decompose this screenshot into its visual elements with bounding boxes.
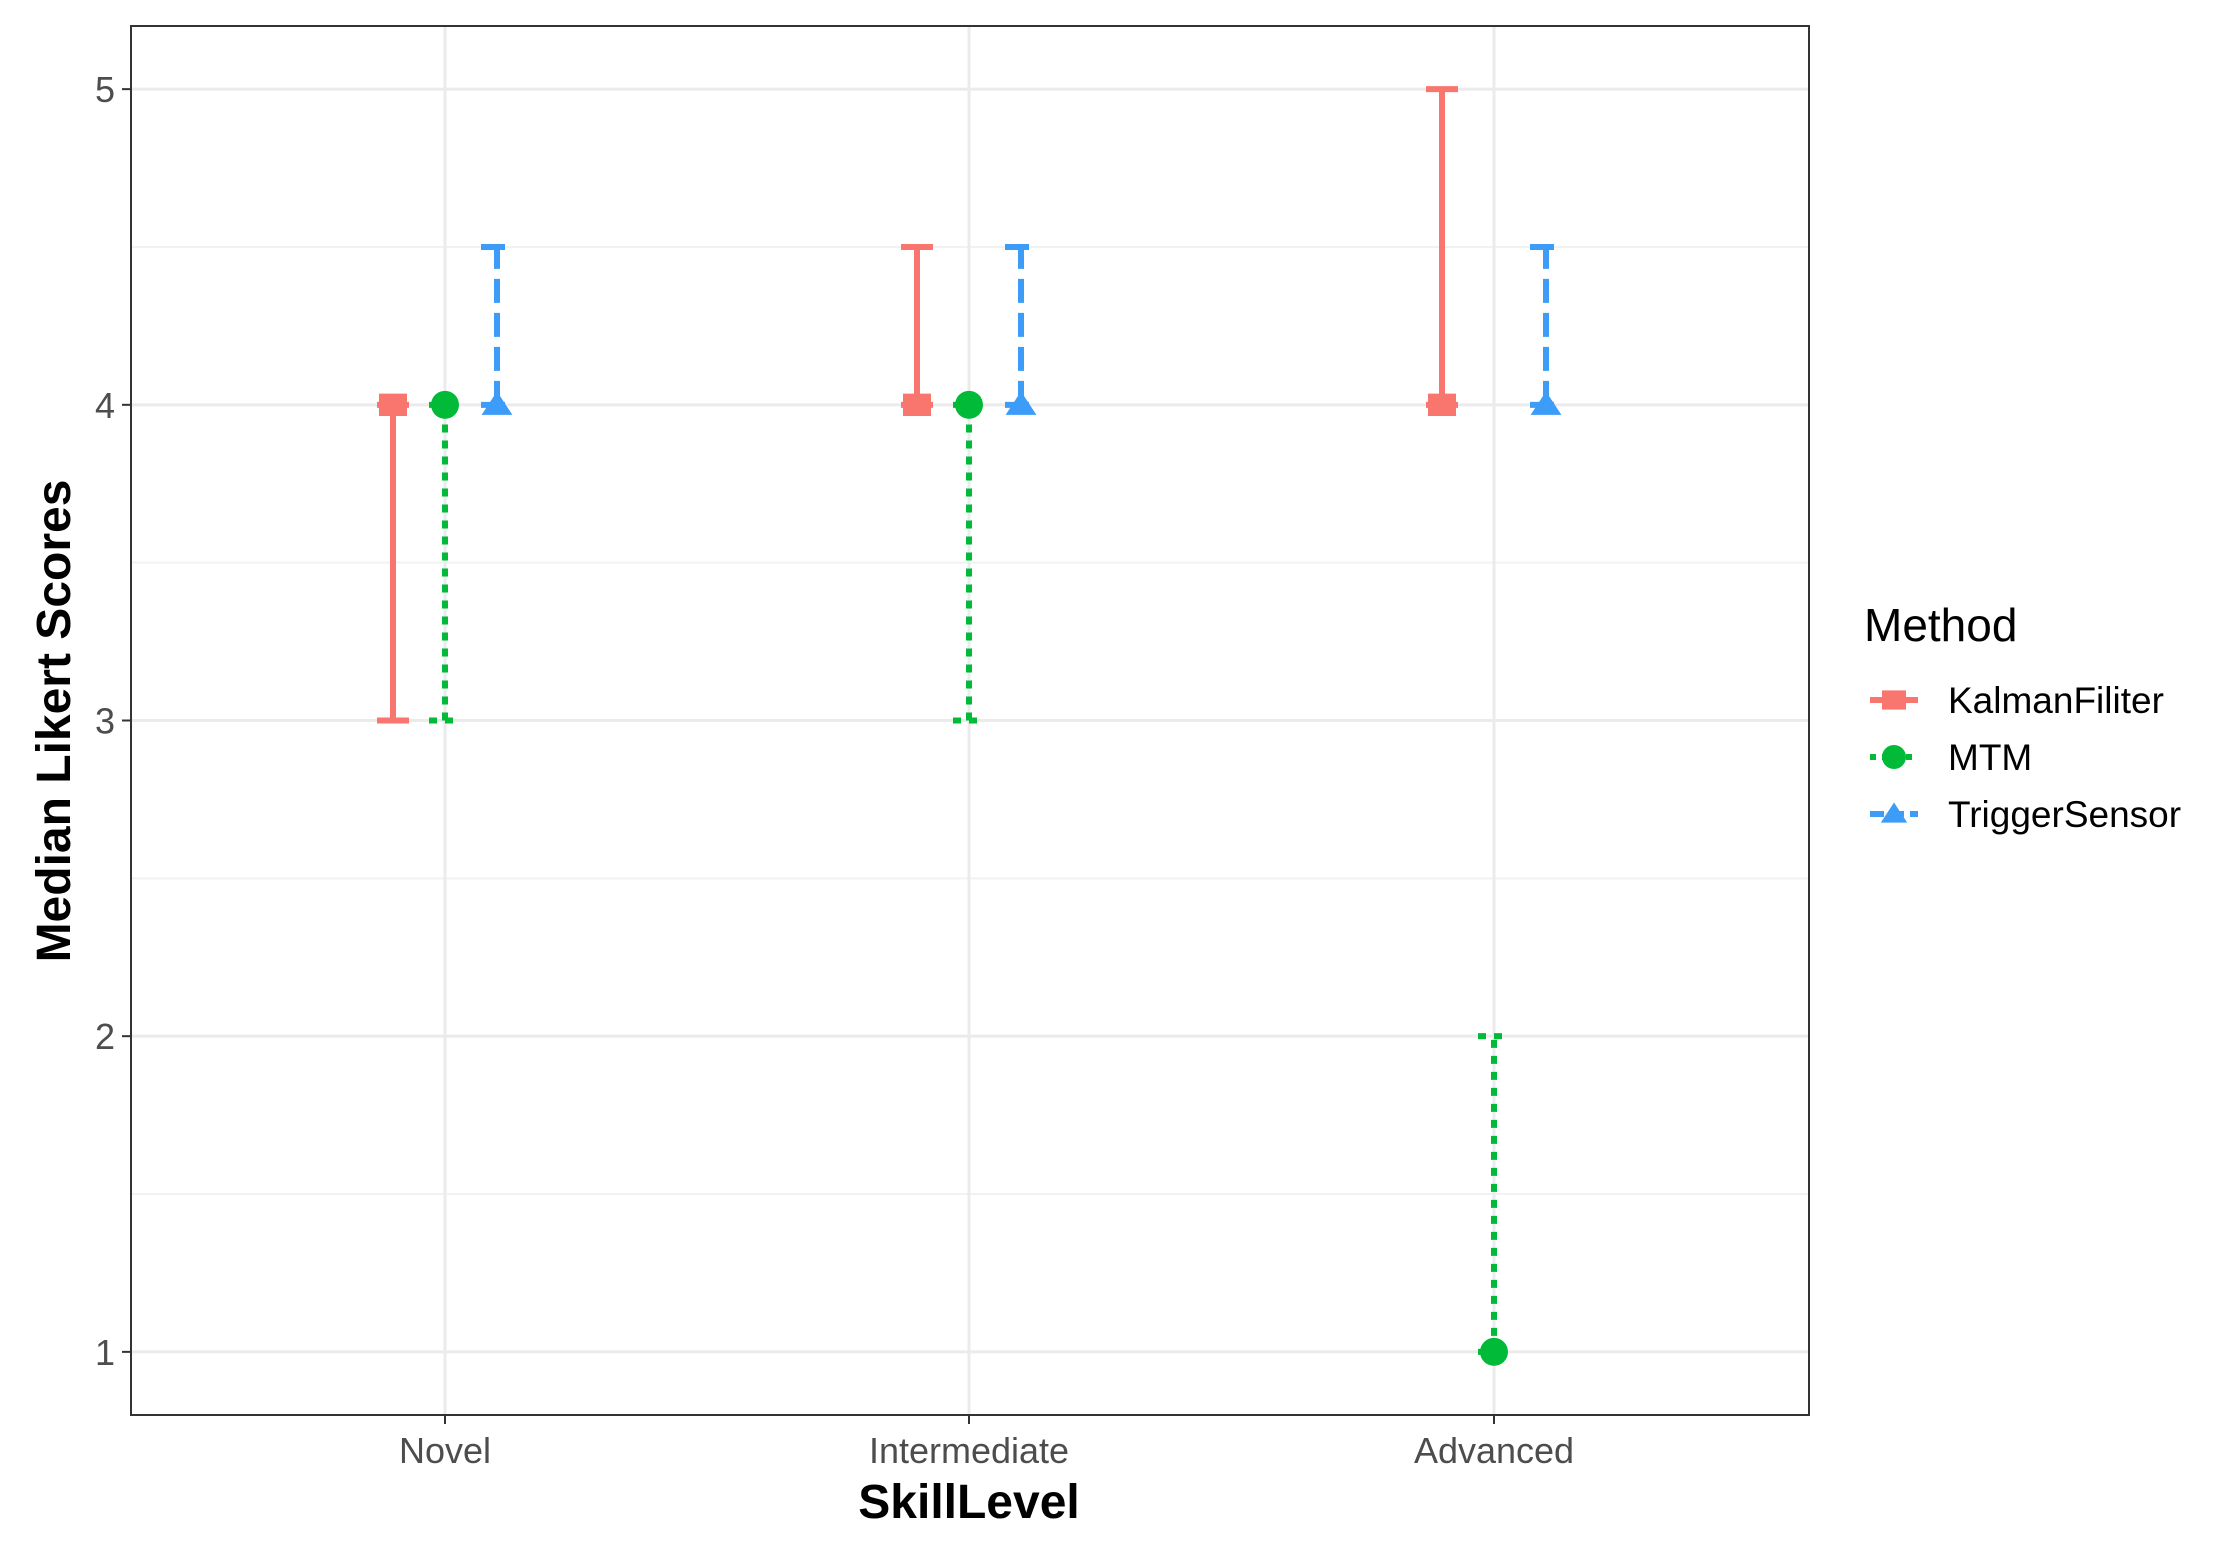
- legend: Method KalmanFiliter MTM TriggerSensor: [1864, 599, 2181, 835]
- y-tick-label: 1: [95, 1332, 115, 1373]
- x-axis-title: SkillLevel: [858, 1476, 1079, 1529]
- legend-key-marker: [1882, 745, 1906, 769]
- point-triggersensor-advanced: [1530, 391, 1562, 415]
- series-mtm: [429, 390, 1510, 1366]
- legend-item-mtm: MTM: [1870, 737, 2032, 778]
- y-tick-label: 5: [95, 69, 115, 110]
- plot-data: [377, 86, 1562, 1366]
- x-tick-label: Novel: [399, 1430, 491, 1471]
- point-mtm-intermediate: [955, 390, 983, 419]
- axes: 1 2 3 4 5 Novel Intermediate Advanced: [95, 69, 1574, 1471]
- y-axis-title: Median Likert Scores: [28, 480, 81, 963]
- y-tick-label: 4: [95, 385, 115, 426]
- legend-label: TriggerSensor: [1948, 794, 2181, 835]
- point-mtm-novel: [431, 390, 459, 419]
- legend-key-marker: [1880, 802, 1908, 823]
- point-triggersensor-novel: [481, 391, 513, 415]
- x-tick-label: Advanced: [1414, 1430, 1574, 1471]
- legend-item-triggersensor: TriggerSensor: [1870, 794, 2181, 835]
- point-mtm-advanced: [1480, 1337, 1508, 1366]
- legend-label: MTM: [1948, 737, 2032, 778]
- series-kalmanfiliter: [377, 86, 1458, 724]
- grid: [131, 26, 1809, 1415]
- point-kalmanfiliter-advanced: [1428, 393, 1456, 417]
- y-tick-label: 2: [95, 1016, 115, 1057]
- x-tick-label: Intermediate: [869, 1430, 1069, 1471]
- point-kalmanfiliter-novel: [379, 393, 407, 417]
- series-triggersensor: [481, 243, 1562, 415]
- point-triggersensor-intermediate: [1005, 391, 1037, 415]
- legend-key-marker: [1882, 690, 1906, 710]
- y-tick-label: 3: [95, 701, 115, 742]
- legend-title: Method: [1864, 599, 2017, 651]
- legend-label: KalmanFiliter: [1948, 680, 2164, 721]
- point-kalmanfiliter-intermediate: [903, 393, 931, 417]
- legend-item-kalmanfiliter: KalmanFiliter: [1870, 680, 2164, 721]
